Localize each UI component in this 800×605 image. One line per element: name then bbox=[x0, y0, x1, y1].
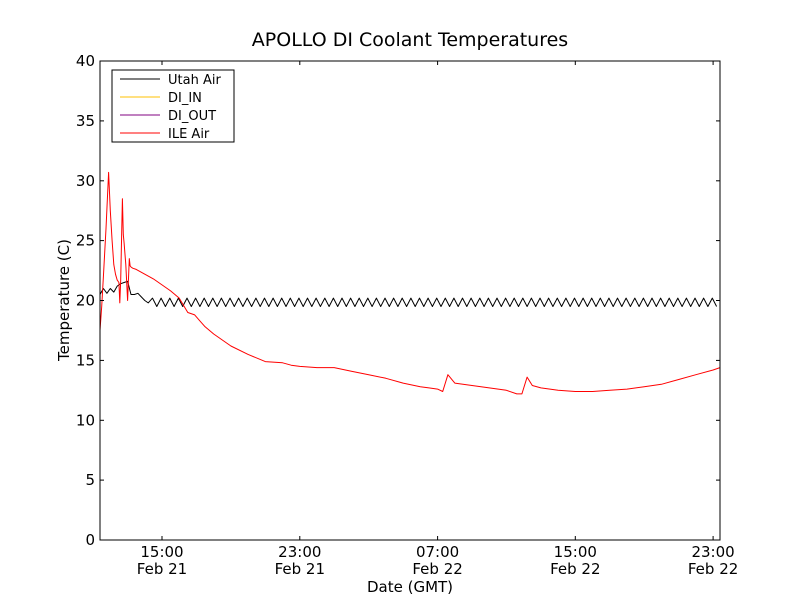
y-tick-label: 15 bbox=[76, 351, 95, 369]
x-tick-label-date: Feb 21 bbox=[275, 560, 325, 578]
legend-box bbox=[111, 69, 235, 143]
x-tick-label-time: 15:00 bbox=[140, 543, 183, 561]
x-tick-label-time: 15:00 bbox=[554, 543, 597, 561]
y-tick-label: 10 bbox=[76, 411, 95, 429]
y-tick-label: 25 bbox=[76, 232, 95, 250]
x-tick-label-time: 07:00 bbox=[416, 543, 459, 561]
y-tick-label: 30 bbox=[76, 172, 95, 190]
legend-label-utah-air: Utah Air bbox=[168, 73, 221, 88]
y-tick-label: 20 bbox=[76, 292, 95, 310]
x-tick-label-date: Feb 22 bbox=[550, 560, 600, 578]
x-tick-label-time: 23:00 bbox=[691, 543, 734, 561]
legend-label-di-in: DI_IN bbox=[168, 91, 202, 106]
legend-label-ile-air: ILE Air bbox=[168, 127, 210, 142]
y-tick-label: 35 bbox=[76, 112, 95, 130]
legend-label-di-out: DI_OUT bbox=[168, 109, 216, 124]
legend: Utah Air DI_IN DI_OUT ILE Air bbox=[111, 69, 235, 143]
x-tick-label-date: Feb 21 bbox=[137, 560, 187, 578]
x-tick-label-time: 23:00 bbox=[278, 543, 321, 561]
x-tick-label-date: Feb 22 bbox=[412, 560, 462, 578]
chart-title: APOLLO DI Coolant Temperatures bbox=[252, 29, 568, 51]
x-axis-label: Date (GMT) bbox=[367, 578, 453, 596]
x-tick-label-date: Feb 22 bbox=[688, 560, 738, 578]
y-axis-label: Temperature (C) bbox=[55, 239, 73, 362]
series-line-utah-air bbox=[99, 280, 718, 307]
series-layer bbox=[99, 171, 721, 395]
y-tick-label: 40 bbox=[76, 52, 95, 70]
y-tick-label: 0 bbox=[85, 531, 95, 549]
series-line-ile-air bbox=[99, 171, 721, 395]
plot-area-frame bbox=[99, 60, 721, 541]
y-tick-label: 5 bbox=[85, 471, 95, 489]
